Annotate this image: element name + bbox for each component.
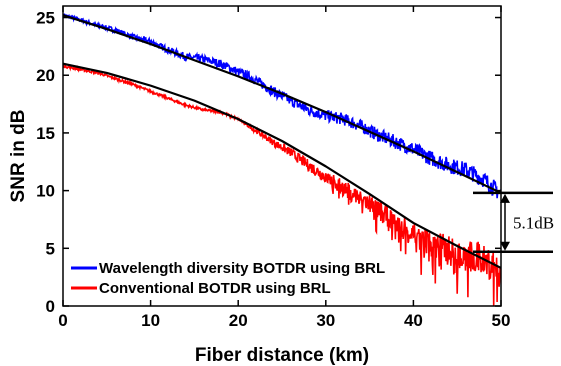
x-tick-label: 20 xyxy=(229,311,248,330)
legend-label: Wavelength diversity BOTDR using BRL xyxy=(99,260,385,277)
series-line-wavelength-diversity xyxy=(63,12,501,199)
y-tick-label: 0 xyxy=(46,297,55,316)
x-tick-label: 50 xyxy=(492,311,511,330)
y-tick-label: 10 xyxy=(36,182,55,201)
series-line-conventional xyxy=(63,62,501,306)
y-ticks: 0 5 10 15 20 25 xyxy=(36,9,501,316)
annotation-label: 5.1dB xyxy=(513,213,554,232)
arrow-up-icon xyxy=(500,193,510,203)
y-tick-label: 20 xyxy=(36,66,55,85)
plot-frame xyxy=(62,5,502,307)
x-tick-label: 30 xyxy=(316,311,335,330)
arrow-down-icon xyxy=(500,241,510,251)
x-ticks: 0 10 20 30 40 50 xyxy=(58,6,510,330)
y-axis-title: SNR in dB xyxy=(8,110,29,203)
legend-label: Conventional BOTDR using BRL xyxy=(99,280,331,297)
x-tick-label: 10 xyxy=(141,311,160,330)
fit-line-2 xyxy=(63,14,501,194)
x-axis-title: Fiber distance (km) xyxy=(195,345,369,366)
legend: Wavelength diversity BOTDR using BRL Conv… xyxy=(71,260,385,297)
x-tick-label: 0 xyxy=(58,311,67,330)
x-tick-label: 40 xyxy=(404,311,423,330)
annotation-5-1db: 5.1dB xyxy=(473,191,554,254)
fit-line-3 xyxy=(63,62,501,269)
y-tick-label: 5 xyxy=(46,239,55,258)
series-layer xyxy=(63,12,501,306)
y-tick-label: 15 xyxy=(36,124,55,143)
y-tick-label: 25 xyxy=(36,9,55,28)
